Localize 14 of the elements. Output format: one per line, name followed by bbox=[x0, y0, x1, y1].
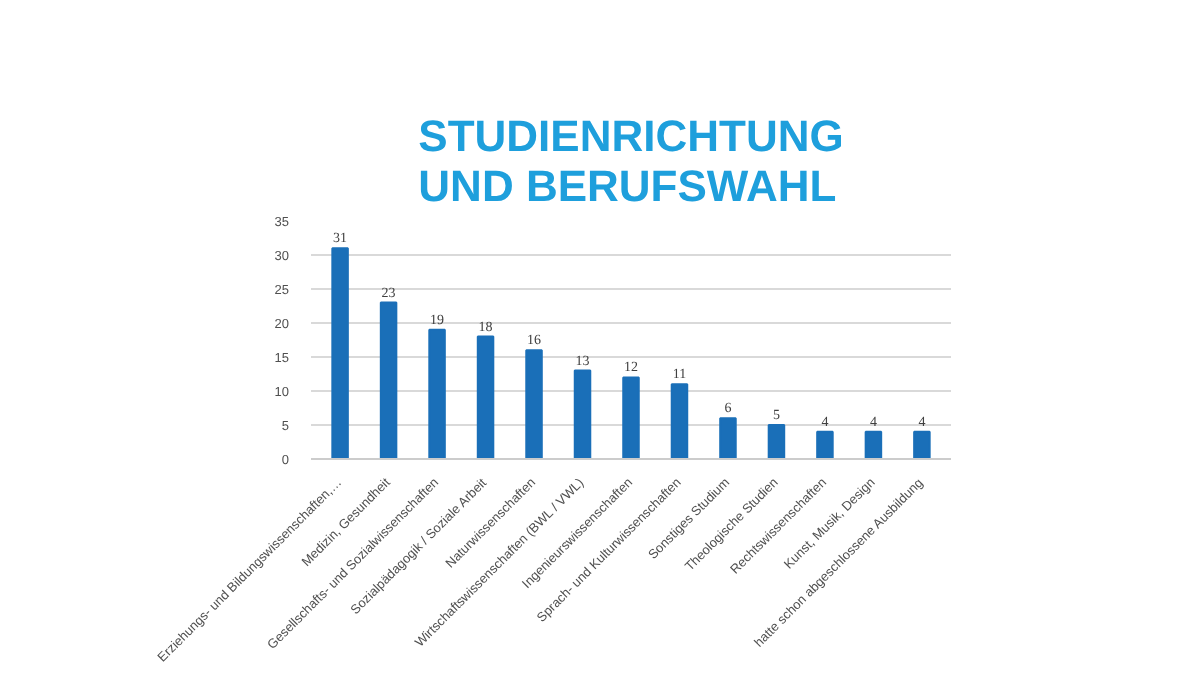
bar bbox=[864, 430, 883, 459]
bar bbox=[379, 301, 398, 459]
bar bbox=[622, 376, 640, 459]
bar bbox=[913, 430, 931, 459]
bar bbox=[331, 247, 349, 459]
bar bbox=[767, 424, 786, 459]
bar bbox=[670, 383, 689, 459]
bar bbox=[476, 335, 495, 459]
bar bbox=[525, 349, 543, 459]
chart-title: STUDIENRICHTUNG UND BERUFSWAHL bbox=[418, 111, 844, 211]
bar bbox=[428, 328, 446, 459]
bar bbox=[719, 417, 737, 459]
bar bbox=[573, 369, 592, 459]
bar bbox=[816, 430, 834, 459]
